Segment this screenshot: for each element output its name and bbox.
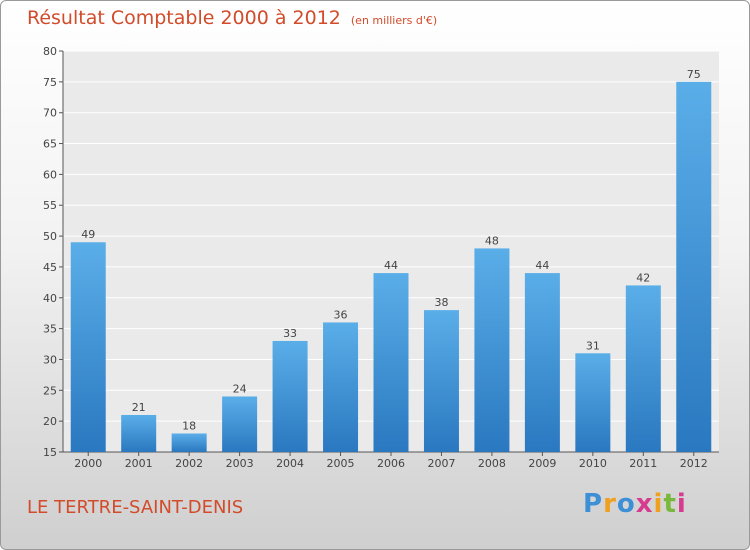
y-tick-label: 45 xyxy=(43,261,57,274)
data-label: 21 xyxy=(132,401,146,414)
y-tick-label: 30 xyxy=(43,353,57,366)
y-tick-label: 50 xyxy=(43,230,57,243)
x-tick-label: 2008 xyxy=(478,457,506,470)
logo-letter: i xyxy=(653,489,664,519)
x-tick-label: 2010 xyxy=(579,457,607,470)
x-tick-label: 2001 xyxy=(125,457,153,470)
x-tick-label: 2011 xyxy=(629,457,657,470)
bar xyxy=(474,248,510,452)
bar xyxy=(171,433,207,452)
data-label: 49 xyxy=(81,228,95,241)
bar xyxy=(423,310,459,452)
x-tick-label: 2004 xyxy=(276,457,304,470)
bar xyxy=(676,81,712,452)
bar xyxy=(70,242,106,452)
chart-title-text: Résultat Comptable 2000 à 2012 xyxy=(27,7,341,29)
logo-letter: r xyxy=(603,489,617,519)
bar xyxy=(222,396,258,452)
x-tick-label: 2005 xyxy=(327,457,355,470)
logo-letter: o xyxy=(616,489,636,519)
data-label: 44 xyxy=(535,259,549,272)
chart-subtitle: (en milliers d'€) xyxy=(350,14,438,27)
y-tick-label: 55 xyxy=(43,199,57,212)
y-tick-label: 25 xyxy=(43,384,57,397)
bar xyxy=(272,340,308,452)
data-label: 36 xyxy=(334,308,348,321)
proxiti-logo: Proxiti xyxy=(583,489,687,519)
logo-letter: P xyxy=(583,489,604,519)
logo-letter: i xyxy=(676,489,687,519)
x-tick-label: 2009 xyxy=(528,457,556,470)
bar xyxy=(121,414,157,452)
y-tick-label: 80 xyxy=(43,45,57,58)
x-tick-label: 2002 xyxy=(175,457,203,470)
bar xyxy=(373,273,409,452)
bar xyxy=(625,285,661,452)
x-tick-label: 2012 xyxy=(680,457,708,470)
y-tick-label: 40 xyxy=(43,292,57,305)
data-label: 42 xyxy=(636,271,650,284)
y-tick-label: 35 xyxy=(43,323,57,336)
data-label: 31 xyxy=(586,339,600,352)
data-label: 33 xyxy=(283,327,297,340)
bar xyxy=(575,353,611,452)
data-label: 75 xyxy=(687,68,701,81)
y-tick-label: 65 xyxy=(43,138,57,151)
x-tick-label: 2007 xyxy=(427,457,455,470)
data-label: 38 xyxy=(434,296,448,309)
y-tick-label: 20 xyxy=(43,415,57,428)
bar xyxy=(323,322,359,452)
y-tick-label: 15 xyxy=(43,446,57,459)
y-tick-label: 60 xyxy=(43,168,57,181)
x-tick-label: 2000 xyxy=(74,457,102,470)
y-tick-label: 75 xyxy=(43,76,57,89)
logo-letter: t xyxy=(663,489,677,519)
data-label: 44 xyxy=(384,259,398,272)
x-tick-label: 2003 xyxy=(226,457,254,470)
y-tick-label: 70 xyxy=(43,107,57,120)
data-label: 24 xyxy=(233,382,247,395)
chart-title: Résultat Comptable 2000 à 2012 (en millie… xyxy=(27,7,437,29)
data-label: 18 xyxy=(182,419,196,432)
bar xyxy=(524,273,560,452)
commune-name: LE TERTRE-SAINT-DENIS xyxy=(27,497,244,518)
data-label: 48 xyxy=(485,234,499,247)
logo-letter: x xyxy=(635,489,654,519)
x-tick-label: 2006 xyxy=(377,457,405,470)
